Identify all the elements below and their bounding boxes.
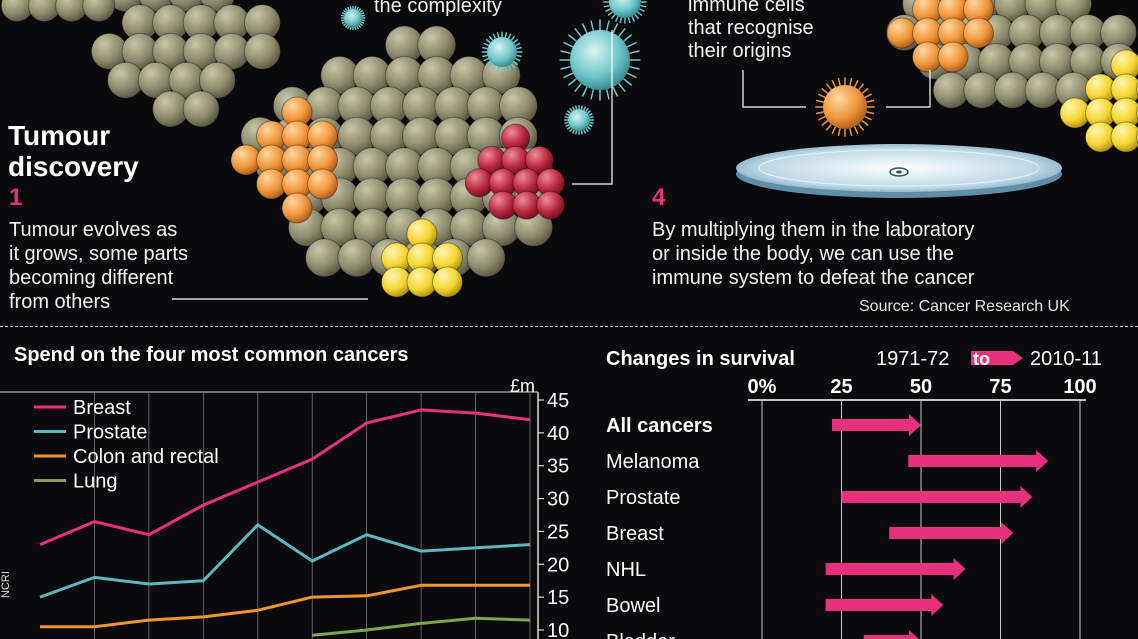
to-label: to bbox=[973, 349, 990, 369]
immune-cell-icon bbox=[481, 31, 523, 73]
category-label: Breast bbox=[606, 523, 664, 545]
source-credit: Source: Cancer Research UK bbox=[859, 298, 1070, 315]
series-line-lung bbox=[312, 616, 531, 637]
survival-arrow-bar bbox=[863, 630, 919, 639]
to-period-label: 2010-11 bbox=[1030, 348, 1102, 370]
y-tick-label: 25 bbox=[547, 521, 569, 543]
legend-label: Colon and rectal bbox=[73, 446, 219, 468]
grey-cell-cluster bbox=[0, 0, 116, 23]
step-1-text: Tumour evolves as it grows, some parts b… bbox=[9, 219, 188, 313]
immune-cells-caption: immune cells that recognise their origin… bbox=[688, 0, 814, 62]
step-4-text: By multiplying them in the laboratory or… bbox=[652, 219, 975, 289]
legend-label: Lung bbox=[73, 471, 118, 493]
legend-label: Breast bbox=[73, 397, 131, 419]
yellow-cell-cluster bbox=[1059, 49, 1138, 153]
x-tick-label: 75 bbox=[989, 376, 1011, 398]
period-arrow-icon bbox=[971, 351, 1023, 365]
category-label: Melanoma bbox=[606, 451, 700, 473]
tumour-illustration bbox=[0, 0, 1138, 300]
x-tick-label: 0% bbox=[748, 376, 777, 398]
immune-cell-icon bbox=[603, 0, 647, 24]
orange-cell-cluster bbox=[230, 96, 338, 224]
category-label: Prostate bbox=[606, 487, 680, 509]
from-period-label: 1971-72 bbox=[876, 348, 949, 370]
y-tick-label: 10 bbox=[547, 620, 569, 639]
grey-cell-cluster bbox=[90, 0, 281, 128]
survival-arrow-bar bbox=[825, 594, 944, 616]
yellow-cell-cluster bbox=[381, 218, 463, 298]
immune-cell-particles bbox=[340, 0, 875, 137]
immune-cell-icon bbox=[340, 5, 366, 31]
immune-cell-icon bbox=[559, 19, 641, 101]
x-tick-label: 100 bbox=[1063, 376, 1096, 398]
category-label: Bladder bbox=[606, 631, 675, 639]
survival-arrow-bar bbox=[825, 558, 966, 580]
step-4-number: 4 bbox=[652, 184, 666, 211]
x-tick-label: 50 bbox=[910, 376, 932, 398]
survival-arrow-bar bbox=[841, 486, 1033, 508]
category-label: NHL bbox=[606, 559, 646, 581]
ncri-side-label: NCRI bbox=[0, 571, 12, 598]
step-1-number: 1 bbox=[9, 184, 23, 211]
series-line-breast bbox=[39, 408, 531, 546]
illustration-heading: Tumour discovery bbox=[8, 120, 139, 182]
series-line-prostate bbox=[39, 523, 531, 599]
immune-cell-icon bbox=[564, 105, 594, 135]
y-axis-unit: £m bbox=[510, 376, 535, 396]
immune-cell-icon bbox=[815, 77, 875, 137]
survival-chart-title: Changes in survival bbox=[606, 348, 795, 370]
y-tick-label: 20 bbox=[547, 554, 569, 576]
y-tick-label: 45 bbox=[547, 390, 569, 412]
complexity-caption: the complexity bbox=[374, 0, 502, 17]
survival-arrow-chart: Changes in survival 1971-72 to 2010-11 0% 25 5… bbox=[606, 348, 1102, 639]
y-tick-label: 15 bbox=[547, 587, 569, 609]
legend-label: Prostate bbox=[73, 422, 147, 444]
spend-chart-title: Spend on the four most common cancers bbox=[14, 344, 409, 366]
petri-dish-icon bbox=[736, 144, 1062, 198]
series-line-colon-and-rectal bbox=[40, 583, 530, 629]
survival-arrow-bar bbox=[831, 414, 921, 436]
orange-cell-cluster bbox=[886, 0, 994, 73]
section-divider bbox=[0, 326, 1138, 327]
callout-lines bbox=[172, 30, 931, 300]
category-label: All cancers bbox=[606, 415, 713, 437]
category-label: Bowel bbox=[606, 595, 660, 617]
y-tick-label: 30 bbox=[547, 489, 569, 511]
y-tick-label: 35 bbox=[547, 456, 569, 478]
y-tick-label: 40 bbox=[547, 423, 569, 445]
survival-arrow-bar bbox=[908, 450, 1049, 472]
survival-arrow-bar bbox=[889, 522, 1014, 544]
x-tick-label: 25 bbox=[830, 376, 852, 398]
tumour-cell-clusters bbox=[0, 0, 1138, 298]
red-cell-cluster bbox=[464, 123, 566, 220]
